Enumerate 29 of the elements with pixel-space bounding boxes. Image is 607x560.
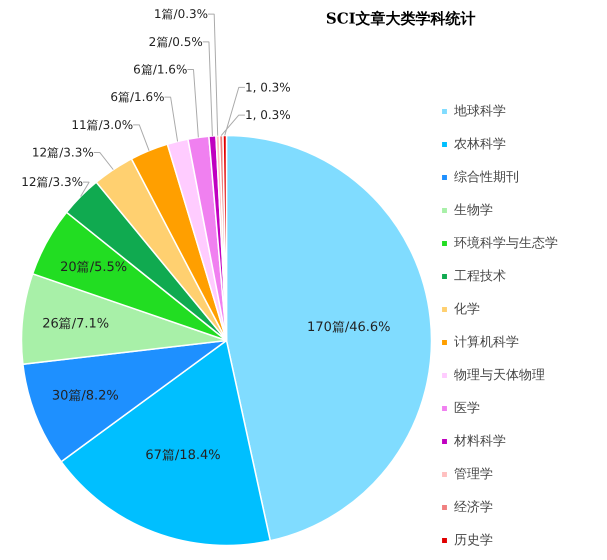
legend-label: 管理学 [454, 466, 493, 483]
data-label: 12篇/3.3% [32, 146, 94, 160]
legend-label: 综合性期刊 [454, 169, 519, 186]
legend-label: 医学 [454, 400, 480, 417]
legend-label: 工程技术 [454, 268, 506, 285]
legend-label: 农林科学 [454, 136, 506, 153]
data-label: 6篇/1.6% [133, 62, 188, 77]
data-label: 11篇/3.0% [71, 118, 134, 132]
data-label: 170篇/46.6% [307, 320, 391, 335]
legend-label: 环境科学与生态学 [454, 235, 558, 252]
legend-label: 计算机科学 [454, 334, 519, 351]
data-label: 6篇/1.6% [110, 90, 164, 104]
legend-label: 化学 [454, 301, 480, 318]
legend-label: 物理与天体物理 [454, 367, 545, 384]
data-label: 1, 0.3% [244, 80, 291, 94]
data-label: 1篇/0.3% [154, 7, 208, 22]
legend-label: 材料科学 [454, 433, 506, 450]
data-label: 26篇/7.1% [42, 316, 110, 332]
legend-label: 历史学 [454, 532, 493, 549]
data-label: 2篇/0.5% [148, 34, 203, 49]
legend-label: 地球科学 [454, 103, 506, 120]
legend-label: 生物学 [454, 202, 493, 219]
chart-title: SCI文章大类学科统计 [326, 10, 476, 28]
data-label: 1, 0.3% [244, 108, 291, 122]
data-label: 12篇/3.3% [21, 175, 84, 190]
data-label: 20篇/5.5% [60, 260, 128, 275]
data-label: 67篇/18.4% [145, 448, 221, 464]
data-label: 30篇/8.2% [52, 388, 119, 404]
legend-label: 经济学 [454, 499, 493, 516]
